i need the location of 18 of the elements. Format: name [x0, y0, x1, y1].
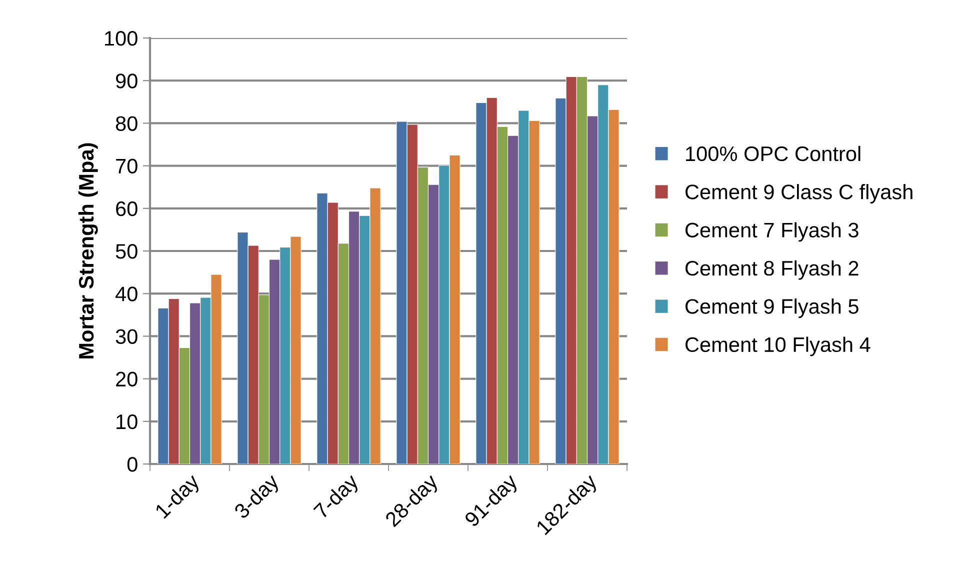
- legend-label: 100% OPC Control: [686, 146, 860, 162]
- y-axis-title: Mortar Strength (Mpa): [78, 143, 98, 358]
- legend-label: Cement 8 Flyash 2: [686, 260, 858, 280]
- y-tick-label: 80: [116, 116, 138, 131]
- legend-label: Cement 10 Flyash 4: [686, 336, 870, 356]
- y-tick-label: 70: [116, 158, 138, 174]
- y-tick-label: 100: [105, 31, 138, 46]
- y-tick-label: 0: [127, 457, 138, 472]
- legend-label: Cement 7 Flyash 3: [686, 222, 858, 242]
- y-tick-label: 90: [116, 74, 138, 88]
- y-tick-label: 20: [116, 372, 138, 387]
- legend-label: Cement 9 Flyash 5: [686, 298, 858, 318]
- y-tick-label: 10: [116, 414, 138, 430]
- y-tick-label: 50: [116, 244, 138, 259]
- y-tick-label: 40: [116, 286, 138, 302]
- y-tick-label: 30: [116, 329, 138, 344]
- y-tick-label: 60: [116, 201, 138, 216]
- legend-label: Cement 9 Class C flyash: [686, 184, 912, 204]
